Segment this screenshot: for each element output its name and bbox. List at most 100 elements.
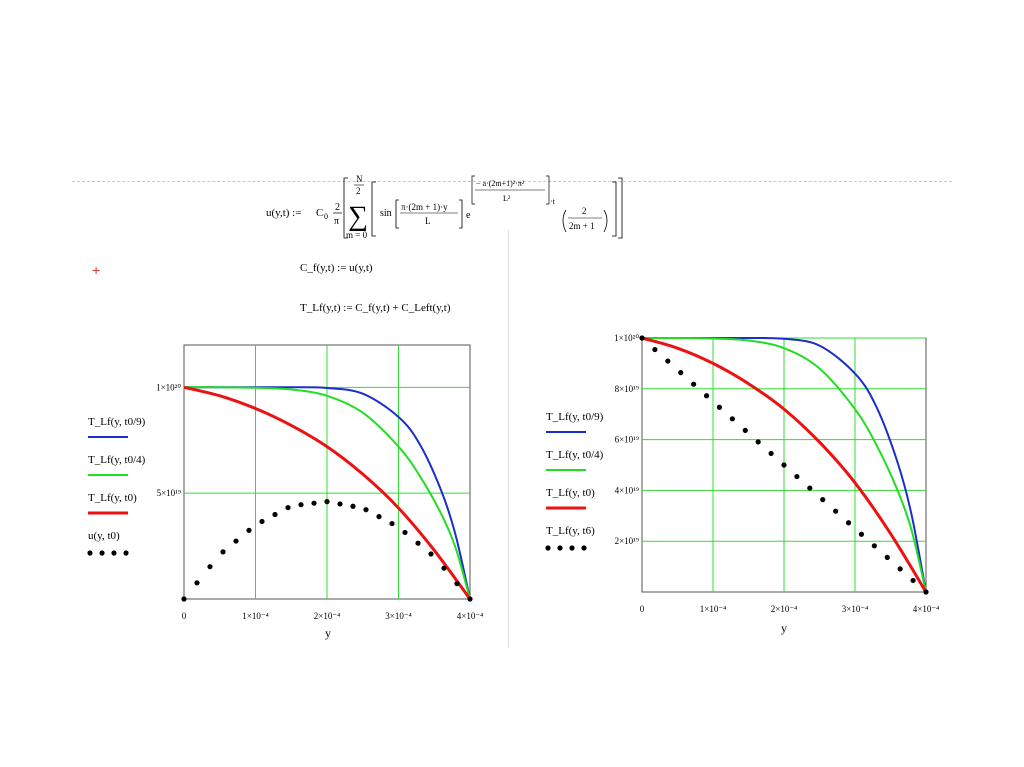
series-dot (703, 393, 710, 399)
series-dot (820, 497, 826, 503)
formula-u-c0: C (316, 207, 323, 219)
y-tick-label: 8×10¹⁹ (615, 384, 639, 394)
legend-dot (557, 545, 563, 551)
series-line (184, 386, 471, 600)
region-divider (72, 181, 952, 182)
y-tick-label: 1×10²⁰ (614, 333, 639, 343)
formula-u-bracket-exp-right (546, 175, 550, 205)
series-dot (181, 596, 187, 602)
series-dot (272, 511, 278, 518)
formula-u-exp-den: L² (503, 194, 511, 203)
series-dot (220, 549, 226, 555)
series-dot (665, 358, 671, 364)
y-tick-label: 1×10²⁰ (156, 382, 181, 392)
series-dot (897, 566, 903, 572)
formula-u-sigma: ∑ (348, 201, 368, 232)
formula-u-exp-num: − a·(2m+1)²·π² (476, 179, 525, 188)
formula-u-lhs: u(y,t) := (266, 207, 301, 219)
x-tick-label: 0 (182, 611, 187, 621)
legend-label: T_Lf(y, t0/4) (546, 449, 604, 461)
series-dot (363, 507, 369, 513)
page-separator (508, 230, 509, 648)
series-dot (833, 508, 839, 514)
formula-u-paren-left (562, 209, 567, 233)
legend-dot (87, 550, 93, 556)
formula-u-e: e (466, 210, 471, 221)
x-tick-label: 1×10⁻⁴ (242, 611, 268, 621)
formula-u-bracket-mid-right (612, 181, 617, 237)
formula-u-sin-den: L (425, 216, 431, 226)
formula-u-bracket-mid-left (371, 181, 376, 237)
series-dot (415, 540, 421, 546)
y-tick-label: 2×10¹⁹ (615, 536, 639, 546)
series-dot (441, 565, 447, 571)
series-line (641, 336, 928, 593)
series-dot (910, 577, 916, 584)
series-dot (794, 473, 800, 480)
x-axis-label: y (325, 626, 331, 640)
formula-u-frac-num: 2 (582, 206, 587, 216)
series-dot (884, 554, 890, 560)
series-dot (781, 462, 787, 468)
formula-u-sin-num: π·(2m + 1)·y (401, 202, 448, 212)
series-dot (768, 450, 774, 457)
x-tick-label: 3×10⁻⁴ (842, 604, 868, 614)
x-tick-label: 0 (640, 604, 645, 614)
x-tick-label: 2×10⁻⁴ (314, 611, 340, 621)
x-tick-label: 4×10⁻⁴ (913, 604, 939, 614)
legend-label: T_Lf(y, t0/4) (88, 454, 146, 466)
formula-cf: C_f(y,t) := u(y,t) (300, 262, 373, 274)
series-dot (691, 381, 697, 387)
series-dot (729, 416, 735, 422)
series-dot (858, 531, 865, 537)
chart-right: 0 1×10⁻⁴ 2×10⁻⁴ 3×10⁻⁴ 4×10⁻⁴ 1×10²⁰ 8×10¹⁹ 6×1… (545, 333, 939, 635)
legend-label: T_Lf(y, t0) (88, 492, 137, 504)
legend-label: T_Lf(y, t0/9) (546, 411, 604, 423)
series-dot (324, 499, 330, 505)
series-dot (389, 520, 395, 527)
series-dot (233, 538, 239, 544)
formula-u-bracket-sin-right (459, 199, 463, 229)
series-dot (207, 564, 213, 570)
series-dot (402, 529, 408, 536)
series-dot (350, 503, 356, 509)
series-dot (807, 485, 813, 491)
formula-u-sin: sin (380, 208, 392, 219)
cursor-mark: + (92, 262, 101, 278)
formula-u-sum-top-2: 2 (356, 186, 361, 196)
series-dot (845, 520, 852, 526)
formula-u-sum-bottom: m = 0 (346, 230, 368, 240)
series-dot (311, 500, 317, 506)
series-dot (298, 502, 304, 508)
series-line (641, 336, 927, 593)
formula-u-bracket-outer-right (618, 177, 623, 239)
legend-label: T_Lf(y, t0) (546, 487, 595, 499)
formula-u-sum-top-n: N (356, 174, 363, 184)
x-tick-label: 1×10⁻⁴ (700, 604, 726, 614)
series-dot (716, 404, 723, 410)
series-dot (428, 551, 434, 557)
legend-dot (581, 545, 587, 551)
series-dot (376, 514, 382, 520)
formula-u-exp-t: ·t (550, 197, 556, 206)
legend-label: u(y, t0) (88, 530, 120, 542)
series-line (183, 385, 472, 600)
series-dot (923, 589, 929, 595)
series-dot (454, 581, 460, 587)
legend-dot (569, 545, 575, 551)
series-dot (259, 518, 265, 525)
x-tick-label: 3×10⁻⁴ (385, 611, 411, 621)
series-dot (194, 580, 200, 586)
y-tick-label: 4×10¹⁹ (615, 485, 639, 495)
series-dot (871, 543, 877, 549)
series-dot (337, 501, 343, 507)
legend-label: T_Lf(y, t6) (546, 525, 595, 537)
formula-u-bracket-sin-left (395, 199, 399, 229)
formula-u-frac-den: 2m + 1 (569, 221, 595, 231)
y-tick-label: 5×10¹⁹ (157, 488, 181, 498)
legend-label: T_Lf(y, t0/9) (88, 416, 146, 428)
series-dot (742, 427, 748, 433)
formula-u: u(y,t) := C 0 2 π N 2 ∑ m = 0 sin π·(2m … (266, 174, 623, 240)
formula-u-bracket-outer-left (343, 177, 348, 239)
series-dot (467, 596, 473, 602)
